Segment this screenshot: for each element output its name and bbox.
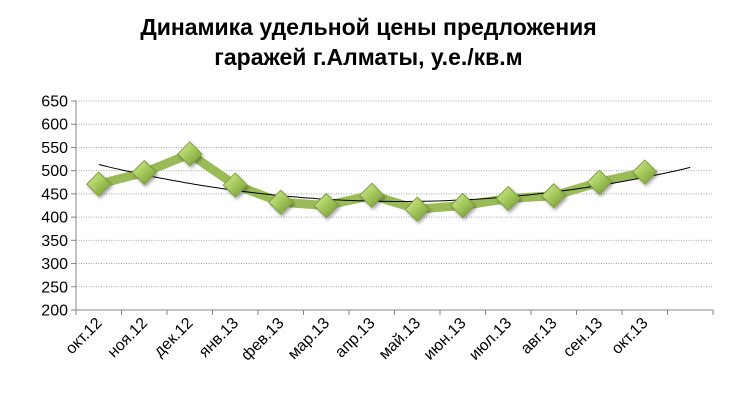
- data-point-marker: [222, 172, 248, 198]
- data-point-marker: [359, 182, 385, 208]
- x-tick-label: фев.13: [238, 315, 287, 364]
- x-tick-label: дек.12: [151, 315, 197, 361]
- data-point-marker: [450, 192, 476, 219]
- x-tick-label: июл.13: [466, 315, 515, 364]
- y-tick-label: 450: [41, 186, 68, 203]
- x-tick-label: мар.13: [285, 315, 333, 363]
- x-tick-label: сен.13: [560, 315, 606, 361]
- data-point-marker: [632, 159, 658, 185]
- y-tick-label: 400: [41, 210, 68, 227]
- x-tick-label: авг.13: [518, 315, 561, 358]
- data-point-marker: [313, 192, 339, 219]
- data-point-marker: [268, 189, 294, 215]
- x-tick-label: окт.12: [63, 315, 106, 358]
- y-tick-label: 300: [41, 256, 68, 273]
- data-point-marker: [404, 196, 430, 222]
- y-tick-label: 500: [41, 163, 68, 180]
- chart-title-line-1: Динамика удельной цены предложения: [140, 14, 597, 40]
- data-point-marker: [541, 183, 567, 209]
- x-tick-label: окт.13: [609, 315, 652, 358]
- y-tick-label: 650: [41, 94, 68, 111]
- y-tick-label: 600: [41, 117, 68, 134]
- y-tick-label: 350: [41, 233, 68, 250]
- y-tick-label: 550: [41, 140, 68, 157]
- data-point-marker: [586, 169, 612, 195]
- y-tick-label: 250: [41, 279, 68, 296]
- data-point-marker: [86, 171, 112, 197]
- data-point-marker: [177, 141, 203, 167]
- chart-title: Динамика удельной цены предложения гараж…: [0, 12, 737, 72]
- y-tick-label: 200: [41, 303, 68, 320]
- x-tick-label: июн.13: [421, 315, 470, 364]
- x-tick-label: ноя.12: [105, 315, 151, 361]
- chart-title-line-2: гаражей г.Алматы, у.е./кв.м: [214, 44, 523, 70]
- data-point-marker: [131, 159, 157, 186]
- x-tick-label: янв.13: [196, 315, 242, 361]
- x-tick-label: май.13: [376, 315, 424, 363]
- data-point-marker: [495, 185, 521, 212]
- x-tick-label: апр.13: [332, 315, 379, 362]
